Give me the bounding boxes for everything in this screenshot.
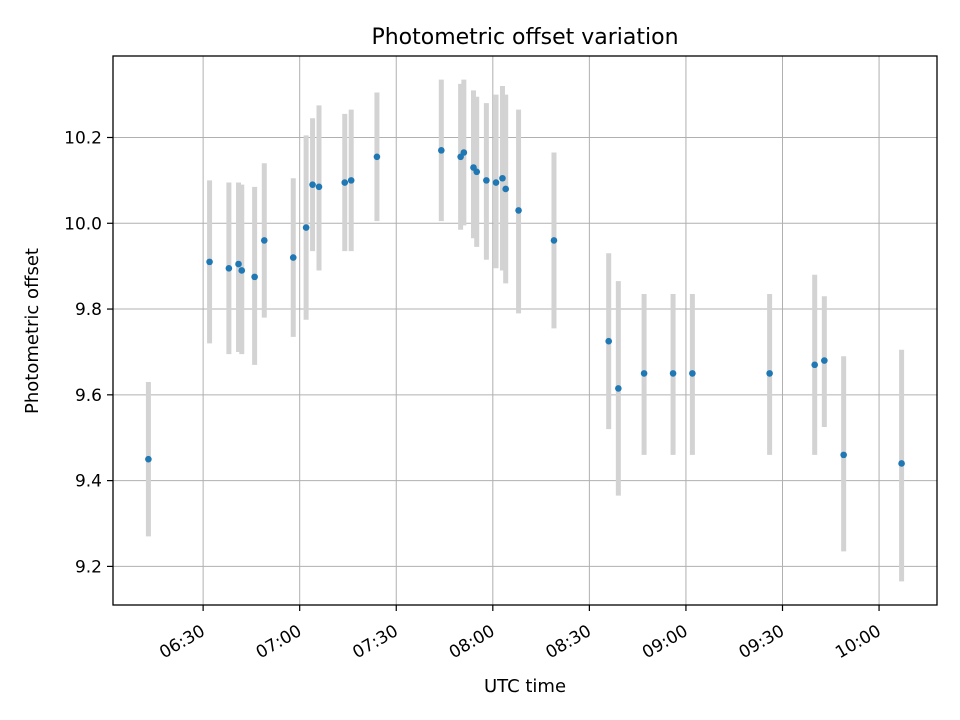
data-point xyxy=(811,361,818,369)
data-point xyxy=(483,177,490,184)
error-bar-layer xyxy=(145,79,905,582)
data-point xyxy=(206,258,213,266)
data-point xyxy=(289,254,297,261)
x-tick-label: 08:00 xyxy=(446,621,498,663)
plot-frame xyxy=(112,55,938,606)
data-point xyxy=(225,265,233,272)
data-point xyxy=(550,237,558,244)
data-point xyxy=(766,370,773,377)
data-point xyxy=(238,267,246,274)
data-point xyxy=(260,237,268,244)
x-tick-label: 10:00 xyxy=(832,621,884,663)
y-axis-ticks: 9.2 9.4 9.6 9.8 10.0 10.2 xyxy=(64,128,113,577)
data-point xyxy=(438,147,445,154)
data-point xyxy=(640,370,648,377)
x-tick-label: 07:00 xyxy=(253,621,305,663)
data-point xyxy=(840,451,847,459)
data-point xyxy=(605,337,612,345)
data-point xyxy=(315,183,323,191)
data-point xyxy=(492,179,500,186)
data-point xyxy=(473,168,481,176)
data-point xyxy=(235,260,242,268)
y-axis-label: Photometric offset xyxy=(22,248,43,414)
data-point xyxy=(309,181,316,188)
data-point xyxy=(302,224,310,231)
y-tick-label: 10.2 xyxy=(64,128,102,148)
x-tick-label: 09:30 xyxy=(736,621,788,663)
y-tick-label: 10.0 xyxy=(64,214,102,234)
data-point xyxy=(502,185,509,193)
y-tick-label: 9.2 xyxy=(75,557,102,577)
data-point xyxy=(821,357,828,364)
x-axis-label: UTC time xyxy=(484,676,566,697)
x-tick-label: 06:30 xyxy=(156,621,208,663)
x-tick-label: 09:00 xyxy=(639,621,691,663)
y-tick-label: 9.8 xyxy=(75,300,102,320)
x-axis-ticks: 06:30 07:00 07:30 08:00 08:30 09:00 09:30 10:00 xyxy=(156,605,885,663)
y-tick-label: 9.6 xyxy=(75,386,102,406)
data-point xyxy=(898,460,905,467)
data-point xyxy=(341,179,349,186)
y-tick-label: 9.4 xyxy=(75,472,102,492)
data-point xyxy=(373,153,381,161)
data-point xyxy=(515,207,522,214)
grid-layer xyxy=(113,56,937,605)
x-tick-label: 07:30 xyxy=(349,621,401,663)
data-point-layer xyxy=(145,147,905,467)
data-point xyxy=(251,273,258,281)
data-point xyxy=(460,149,468,156)
data-point xyxy=(347,177,355,184)
data-point xyxy=(669,370,677,377)
data-point xyxy=(145,455,152,463)
data-point xyxy=(499,174,506,182)
x-tick-label: 08:30 xyxy=(542,621,594,663)
data-point xyxy=(615,385,622,392)
data-point xyxy=(689,370,696,377)
chart-title: Photometric offset variation xyxy=(371,25,678,50)
